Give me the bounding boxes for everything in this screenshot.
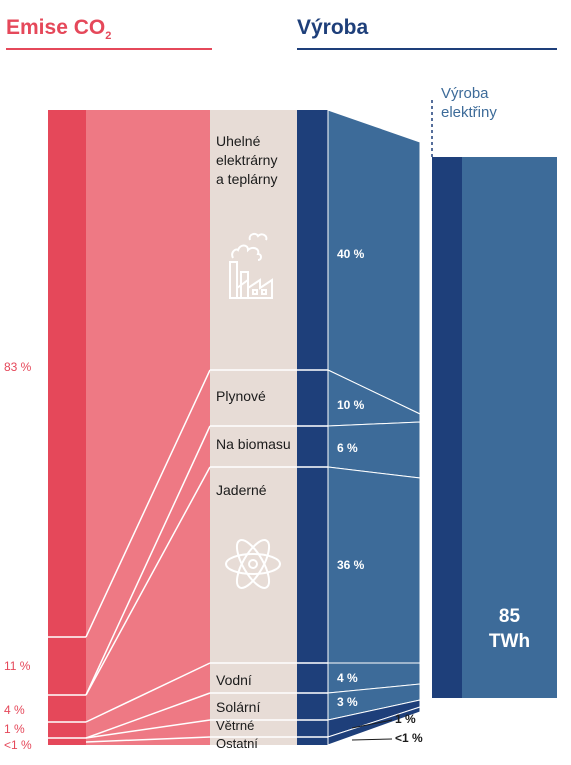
total-bar-dark (432, 157, 462, 698)
production-bar-6 (297, 720, 328, 737)
category-label-1: Plynové (216, 387, 298, 406)
leader-line-wind (351, 719, 393, 729)
production-bar-3 (297, 467, 328, 663)
total-value-unit: TWh (488, 631, 531, 652)
total-caption-line1: Výroba (441, 85, 489, 102)
category-label-1-line-0: Plynové (216, 388, 266, 404)
production-bar-1 (297, 370, 328, 426)
emission-fan-line-0 (85, 369, 211, 638)
category-label-5-line-0: Solární (216, 699, 261, 715)
category-box-2 (210, 426, 297, 467)
emission-fan-line-5 (85, 719, 211, 739)
emission-bar-3 (48, 722, 86, 738)
production-bar-5 (297, 693, 328, 720)
category-box-1 (210, 370, 297, 426)
total-production-caption: Výroba elektřiny (441, 84, 531, 122)
atom-icon (225, 539, 281, 589)
category-label-2: Na biomasu (216, 435, 298, 454)
production-title: Výroba (297, 16, 369, 39)
category-label-3-line-0: Jaderné (216, 482, 267, 498)
emission-fan-line-4 (85, 692, 211, 739)
emission-flow-rest (86, 370, 210, 745)
category-label-4-line-0: Vodní (216, 672, 252, 688)
total-value-number: 85 (498, 606, 521, 627)
emission-bar-2 (48, 695, 86, 722)
total-caption-line2: elektřiny (441, 104, 497, 121)
category-label-7: Ostatní (216, 736, 298, 751)
category-box-3 (210, 467, 297, 663)
category-box-4 (210, 663, 297, 693)
emission-bar-0 (48, 110, 86, 637)
emission-percent-0: 83 % (4, 360, 32, 374)
emission-fan-line-6 (85, 736, 211, 743)
category-box-6 (210, 720, 297, 737)
production-bar-2 (297, 426, 328, 467)
emission-fan-line-2 (85, 466, 211, 696)
emission-percent-3: 1 % (4, 722, 25, 736)
category-label-0: Uhelné elektrárny a teplárny (216, 132, 298, 189)
category-label-0-line-1: elektrárny (216, 152, 278, 168)
category-box-0 (210, 110, 297, 370)
production-underline (297, 48, 557, 50)
production-flow-7 (327, 706, 421, 746)
production-percent-3: 36 % (337, 558, 365, 572)
emission-fan-line-3 (85, 662, 211, 723)
production-percent-1: 10 % (337, 398, 365, 412)
category-box-7 (210, 737, 297, 745)
production-percent-7: <1 % (395, 731, 423, 745)
production-bar-4 (297, 663, 328, 693)
category-label-0-line-2: a teplárny (216, 171, 278, 187)
emission-fan-line-1 (85, 425, 211, 696)
total-bar-light (462, 157, 557, 698)
category-label-0-line-0: Uhelné (216, 133, 261, 149)
emission-percent-4: <1 % (4, 738, 32, 752)
emission-percent-2: 4 % (4, 703, 25, 717)
emissions-underline (6, 48, 212, 50)
emission-percent-1: 11 % (4, 659, 31, 673)
category-label-6: Větrné (216, 718, 298, 733)
production-flow-0 (327, 109, 421, 415)
category-label-7-line-0: Ostatní (216, 736, 258, 751)
leader-line-other (351, 738, 393, 741)
category-label-6-line-0: Větrné (216, 718, 255, 733)
category-box-5 (210, 693, 297, 720)
production-percent-4: 4 % (337, 671, 358, 685)
emission-flow-0 (86, 110, 210, 637)
total-production-value: 85 TWh (462, 604, 557, 654)
emissions-title: Emise CO2 (6, 16, 112, 43)
category-label-2-line-0: Na biomasu (216, 436, 291, 452)
production-percent-5: 3 % (337, 695, 358, 709)
production-percent-6: 1 % (395, 712, 416, 726)
category-label-5: Solární (216, 698, 298, 717)
emission-bar-1 (48, 637, 86, 695)
category-label-3: Jaderné (216, 481, 298, 500)
factory-icon (229, 232, 273, 299)
category-label-4: Vodní (216, 671, 298, 690)
production-percent-0: 40 % (337, 247, 365, 261)
production-bar-7 (297, 737, 328, 745)
production-bar-0 (297, 110, 328, 370)
emissions-title-subscript: 2 (105, 30, 112, 43)
emission-bar-4 (48, 738, 86, 745)
production-percent-2: 6 % (337, 441, 358, 455)
